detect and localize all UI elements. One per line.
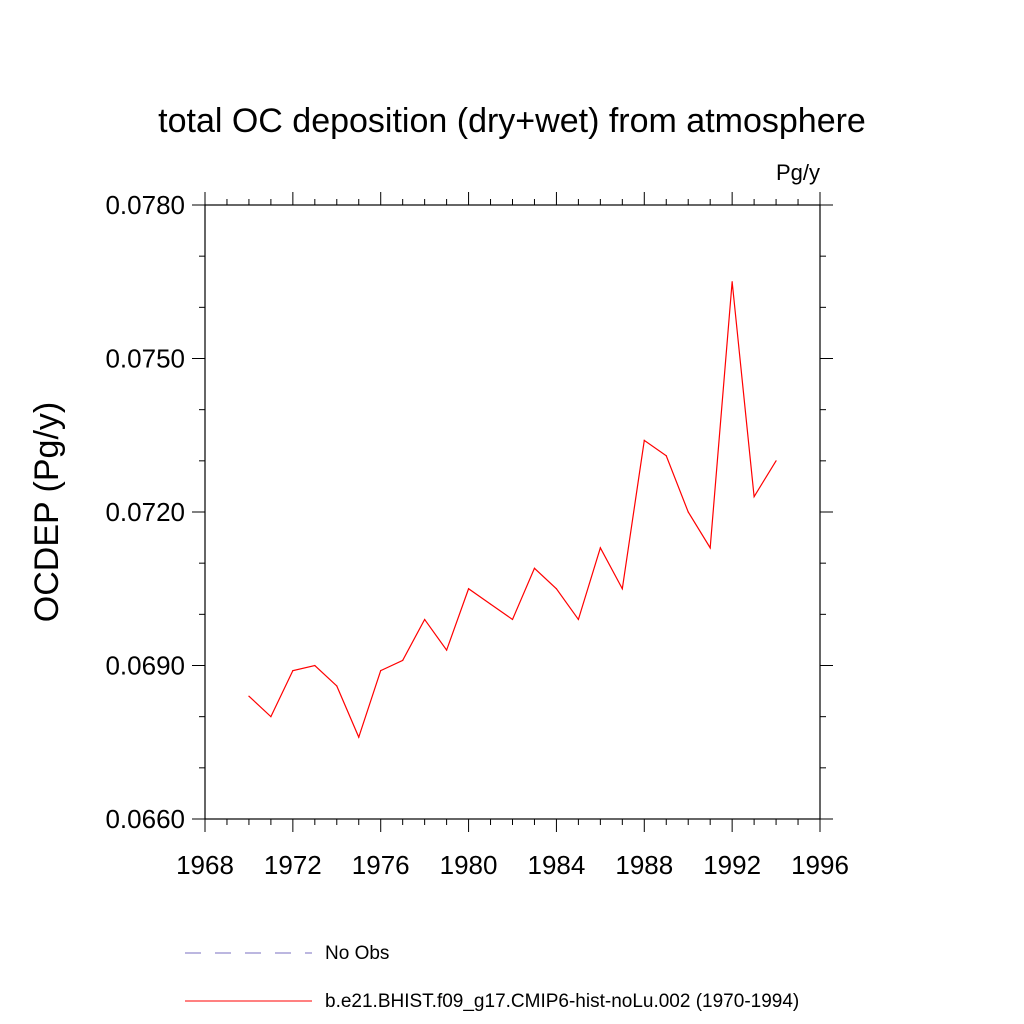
x-tick-label: 1988 [615,850,673,880]
series-line-0 [248,281,777,739]
x-axis: 1968 1972 1976 1980 1984 1988 1992 1996 [176,192,849,880]
x-tick-label: 1996 [791,850,849,880]
data-point [709,547,711,549]
data-point [687,511,689,513]
data-point [292,670,294,672]
y-tick-label: 0.0750 [105,344,185,374]
data-point [446,649,448,651]
data-point [248,695,250,697]
y-axis: 0.0660 0.0690 0.0720 0.0750 0.0780 [105,190,833,834]
y-tick-label: 0.0780 [105,190,185,220]
x-tick-label: 1984 [528,850,586,880]
data-point [731,281,733,283]
legend-label-run: b.e21.BHIST.f09_g17.CMIP6-hist-noLu.002 … [325,991,799,1012]
data-point [533,567,536,569]
data-point [577,618,579,621]
data-point [511,618,514,621]
plot-frame [204,204,821,820]
y-tick-label: 0.0660 [105,804,185,834]
data-point [555,588,558,590]
data-point [621,588,623,590]
data-point [753,496,755,498]
data-point [467,588,470,590]
x-tick-label: 1980 [440,850,498,880]
data-point [665,455,667,457]
data-point [643,439,645,441]
y-tick-label: 0.0690 [105,651,185,681]
data-point [314,664,316,667]
x-tick-label: 1992 [703,850,761,880]
data-point [424,618,426,621]
legend: No Obs b.e21.BHIST.f09_g17.CMIP6-hist-no… [185,943,799,1012]
data-point [599,547,601,549]
data-point [775,460,777,462]
y-tick-label: 0.0720 [105,497,185,527]
data-point [336,685,338,687]
data-point [358,736,360,738]
data-point [489,603,492,605]
data-point [270,716,272,718]
x-tick-label: 1972 [264,850,322,880]
chart-title: total OC deposition (dry+wet) from atmos… [158,102,866,140]
x-tick-label: 1968 [176,850,234,880]
data-point [380,670,382,672]
data-point [402,659,404,661]
x-tick-label: 1976 [352,850,410,880]
y-axis-label: OCDEP (Pg/y) [28,402,66,622]
legend-label-no-obs: No Obs [325,943,389,964]
units-label: Pg/y [776,160,820,185]
series-layer [248,281,777,739]
